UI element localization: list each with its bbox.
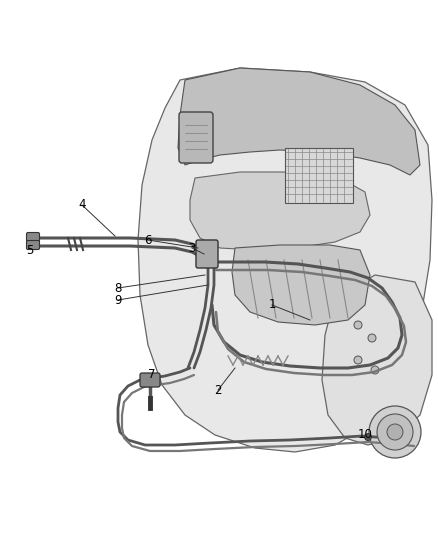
Polygon shape (138, 68, 432, 452)
Text: 5: 5 (26, 244, 34, 256)
Circle shape (369, 406, 421, 458)
Circle shape (371, 366, 379, 374)
Circle shape (387, 424, 403, 440)
Polygon shape (190, 172, 370, 250)
Text: 7: 7 (148, 368, 156, 382)
Text: 4: 4 (78, 198, 86, 212)
FancyBboxPatch shape (179, 112, 213, 163)
Text: 6: 6 (144, 233, 152, 246)
Text: 2: 2 (214, 384, 222, 397)
Text: 9: 9 (114, 294, 122, 306)
Circle shape (364, 433, 371, 440)
FancyBboxPatch shape (27, 232, 39, 241)
Circle shape (354, 321, 362, 329)
Polygon shape (232, 245, 370, 325)
FancyBboxPatch shape (27, 240, 39, 249)
Circle shape (377, 414, 413, 450)
Text: 8: 8 (114, 281, 122, 295)
Circle shape (354, 356, 362, 364)
Text: 1: 1 (268, 298, 276, 311)
FancyBboxPatch shape (196, 240, 218, 268)
FancyBboxPatch shape (285, 148, 353, 203)
FancyBboxPatch shape (140, 373, 160, 387)
Circle shape (368, 334, 376, 342)
Polygon shape (322, 275, 432, 445)
Polygon shape (178, 68, 420, 175)
Text: 10: 10 (357, 429, 372, 441)
Text: 3: 3 (188, 241, 196, 254)
